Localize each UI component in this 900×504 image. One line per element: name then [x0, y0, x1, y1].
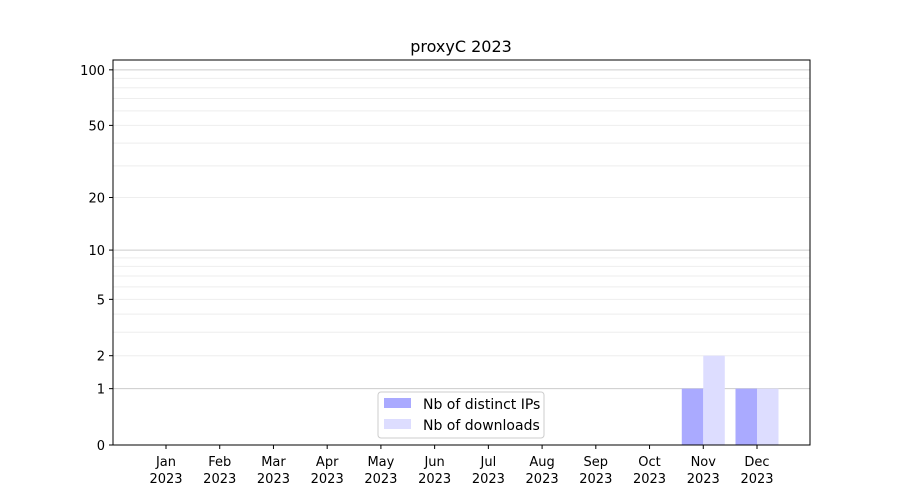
x-tick-label: Mar	[261, 455, 286, 470]
plot-frame	[112, 59, 811, 446]
legend-swatch-distinct-ips	[384, 398, 411, 408]
y-tick-label: 20	[88, 192, 105, 207]
legend: Nb of distinct IPs Nb of downloads	[377, 391, 545, 439]
bar-distinct-ips	[681, 388, 704, 445]
y-tick-label: 10	[88, 244, 105, 259]
x-tick-year-label: 2023	[633, 472, 666, 487]
legend-swatch-downloads	[384, 419, 411, 429]
x-tick-label: Jun	[423, 455, 444, 470]
legend-label-downloads: Nb of downloads	[423, 418, 540, 434]
x-tick-year-label: 2023	[579, 472, 612, 487]
x-tick-year-label: 2023	[472, 472, 505, 487]
y-tick-label: 2	[97, 350, 105, 365]
x-tick-label: Oct	[638, 455, 660, 470]
grid-lines	[113, 69, 810, 390]
bars	[681, 355, 779, 445]
chart-title: proxyC 2023	[410, 37, 512, 56]
y-tick-label: 5	[97, 293, 105, 308]
y-tick-label: 0	[97, 439, 105, 454]
x-tick-label: Dec	[744, 455, 769, 470]
x-axis: Jan 2023 Feb 2023 Mar 2023 Apr 2023 May 2023 Jun 20…	[149, 445, 774, 487]
x-tick-year-label: 2023	[526, 472, 559, 487]
y-axis: 0 1 2 5 10 20 50 100	[80, 64, 113, 454]
y-tick-label: 1	[97, 383, 105, 398]
x-tick-year-label: 2023	[364, 472, 397, 487]
x-tick-label: Sep	[584, 455, 609, 470]
x-tick-year-label: 2023	[203, 472, 236, 487]
x-tick-year-label: 2023	[257, 472, 290, 487]
x-tick-label: Nov	[691, 455, 717, 470]
y-tick-label: 100	[80, 64, 105, 79]
x-tick-label: Feb	[208, 455, 231, 470]
x-tick-year-label: 2023	[149, 472, 182, 487]
bar-downloads	[757, 388, 779, 445]
x-tick-label: Jul	[480, 455, 497, 470]
x-tick-year-label: 2023	[740, 472, 773, 487]
legend-label-distinct-ips: Nb of distinct IPs	[423, 397, 540, 413]
x-tick-year-label: 2023	[418, 472, 451, 487]
x-tick-label: May	[367, 455, 394, 470]
x-tick-year-label: 2023	[311, 472, 344, 487]
legend-box	[377, 391, 545, 439]
x-tick-label: Aug	[529, 455, 554, 470]
bar-distinct-ips	[735, 388, 757, 445]
y-tick-label: 50	[88, 119, 105, 134]
x-tick-label: Apr	[316, 455, 339, 470]
bar-downloads	[703, 355, 725, 445]
x-tick-year-label: 2023	[687, 472, 720, 487]
x-tick-label: Jan	[155, 455, 176, 470]
